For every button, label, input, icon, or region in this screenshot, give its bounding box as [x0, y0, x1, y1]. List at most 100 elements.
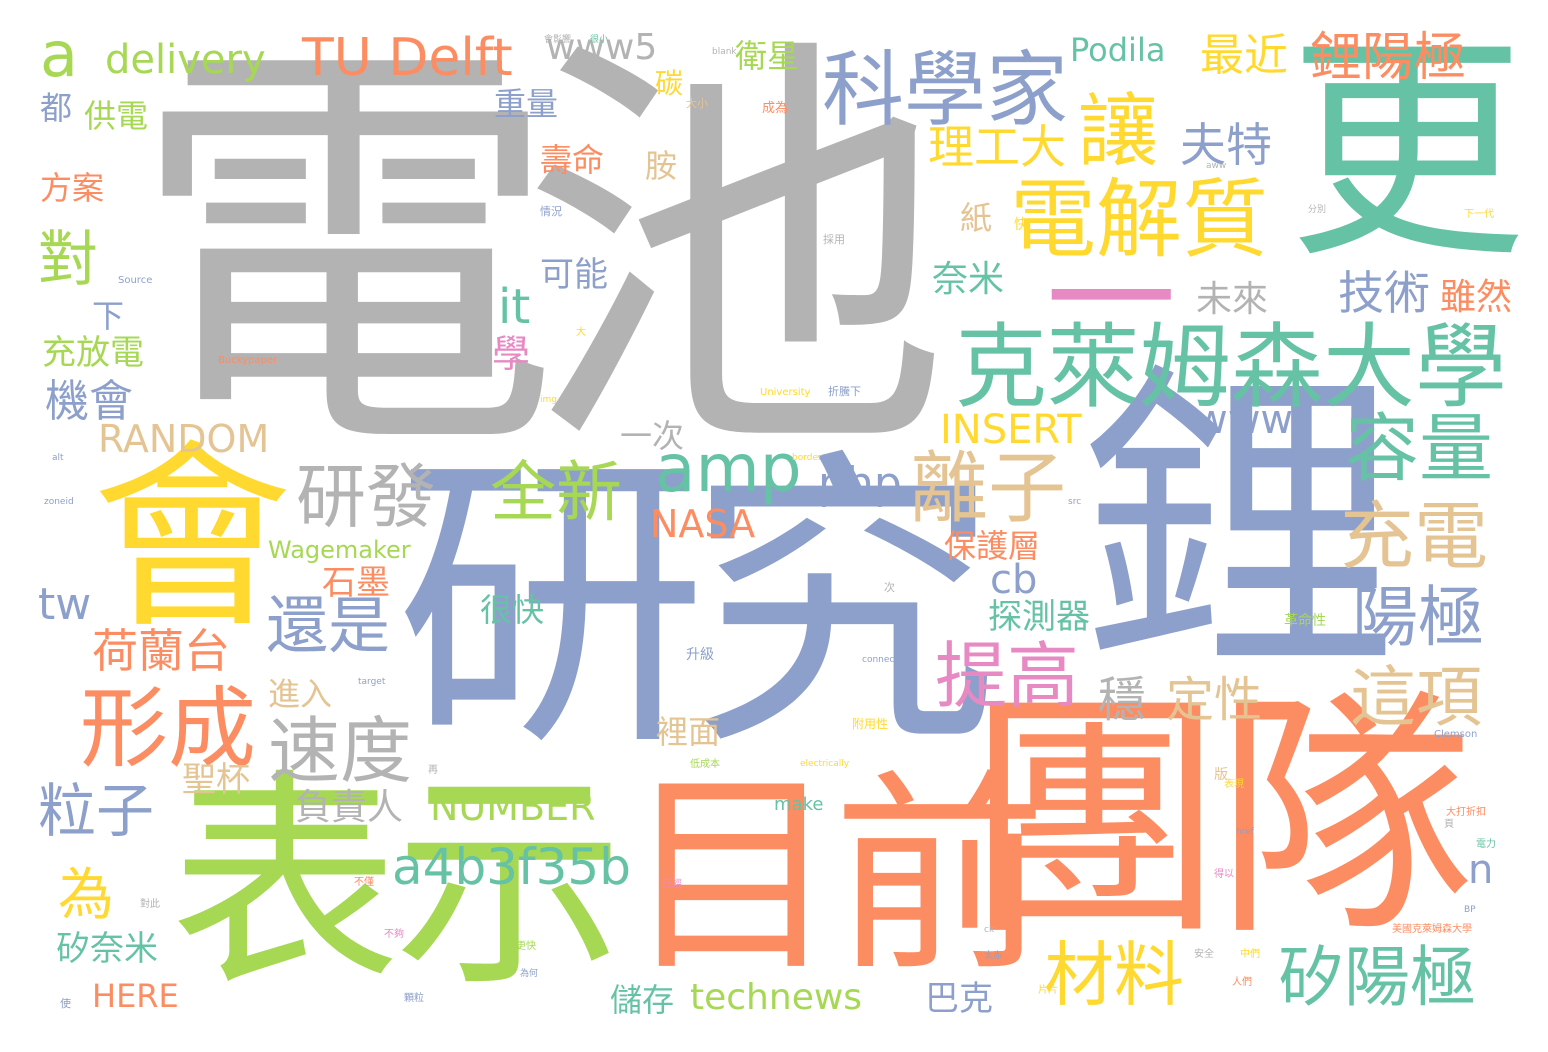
word: technews	[690, 977, 863, 1018]
word: connected	[862, 655, 910, 665]
word: 方案	[40, 169, 105, 207]
word: 採用	[823, 233, 845, 246]
word: 成為	[762, 101, 789, 116]
word: 目前	[625, 752, 1047, 1001]
word: 胺	[645, 147, 678, 185]
word: 荷蘭台	[92, 624, 230, 678]
word: 夫特	[1180, 118, 1272, 172]
word: 很快	[480, 591, 545, 629]
word: 科學家	[822, 43, 1069, 138]
word: 穩	[1098, 672, 1147, 728]
word: NUMBER	[430, 785, 596, 829]
word: Source	[118, 275, 153, 286]
word: 研發	[296, 456, 436, 538]
word: 技術	[1338, 266, 1430, 320]
word: 離子	[910, 444, 1067, 534]
word: 學	[492, 332, 531, 376]
word: php	[818, 458, 902, 509]
word: 人們	[1232, 977, 1252, 988]
word: delivery	[105, 37, 266, 83]
word: 大小	[686, 97, 708, 110]
word: 電解質	[1010, 170, 1268, 270]
word: 聖杯	[182, 760, 250, 800]
word: 材料	[1044, 934, 1184, 1016]
word: 頁	[1444, 819, 1454, 830]
word: 為何	[520, 969, 539, 979]
word: src	[1068, 497, 1082, 507]
word: 折騰下	[828, 385, 861, 398]
word: 提高	[935, 634, 1080, 718]
word: 版	[1214, 767, 1228, 783]
word: 革命性	[1284, 613, 1326, 629]
word: electrically	[800, 759, 850, 769]
word: 石墨	[322, 563, 390, 603]
word: 快	[1014, 217, 1028, 233]
word: 對此	[140, 899, 160, 910]
word: www	[1195, 397, 1294, 443]
word: Clemson	[1434, 729, 1478, 740]
word: a4b3f35b	[392, 838, 631, 896]
word: n	[1468, 847, 1494, 893]
word: 鋰	[1080, 339, 1400, 711]
word: 中們	[1240, 949, 1260, 960]
word: 雖然	[1440, 277, 1513, 318]
word: amp	[655, 430, 802, 507]
word: 矽陽極	[1278, 939, 1476, 1016]
word: BP	[1464, 905, 1476, 915]
word: 都	[40, 89, 73, 127]
word: 一次	[620, 417, 685, 455]
word: blank	[712, 47, 737, 57]
word: 充電	[1340, 494, 1488, 580]
word: 更	[1288, 14, 1526, 291]
word: 充放電	[42, 333, 144, 373]
word: 供電	[84, 97, 149, 135]
word: 紙	[960, 199, 993, 237]
word: 儲存	[610, 981, 675, 1019]
word: 理工大	[928, 120, 1066, 174]
word: 粒子	[38, 777, 155, 845]
word: aww	[1206, 161, 1227, 171]
word: 再	[428, 765, 438, 776]
word: 容量	[1345, 406, 1493, 492]
word: 讓	[1078, 85, 1158, 178]
word: target	[358, 677, 386, 687]
word: 電池	[130, 5, 950, 505]
word: 美國克萊姆森大學	[1392, 924, 1472, 935]
word: 片片	[1038, 985, 1058, 996]
word: 形成	[80, 677, 257, 780]
word: TU Delft	[302, 28, 513, 88]
word: 升級	[686, 647, 714, 663]
word: 大	[576, 327, 586, 338]
word: 表示	[170, 751, 624, 1018]
word: 對	[38, 225, 98, 295]
word: 為	[58, 863, 114, 928]
word: 壽命	[540, 141, 605, 179]
word: 最近	[1200, 30, 1288, 81]
word: 定性	[1166, 672, 1263, 728]
word: 表現	[1224, 779, 1244, 790]
word: 衛星	[735, 37, 800, 75]
word: 下一代	[1464, 209, 1494, 220]
word: 次	[884, 581, 895, 594]
word: 會	[92, 423, 293, 656]
word: zoneid	[44, 497, 74, 507]
word: 附用性	[852, 717, 889, 731]
word: 分別	[1308, 205, 1327, 215]
word: 下	[92, 297, 125, 335]
word: 使	[60, 997, 71, 1010]
word: 研究	[395, 424, 999, 788]
word: www5	[546, 27, 658, 68]
word: 陽極	[1352, 579, 1484, 656]
word: 不夠	[384, 929, 404, 940]
word: 還是	[266, 589, 391, 662]
word: 顆粒	[404, 993, 424, 1004]
word: 會影響	[544, 35, 572, 45]
word: NASA	[650, 502, 756, 546]
word: 得以	[1214, 869, 1234, 880]
word: tw	[38, 579, 92, 630]
word: 機會	[45, 376, 133, 427]
word: cb	[990, 557, 1038, 603]
word: 碳	[655, 67, 684, 100]
word: href	[1236, 827, 1254, 837]
